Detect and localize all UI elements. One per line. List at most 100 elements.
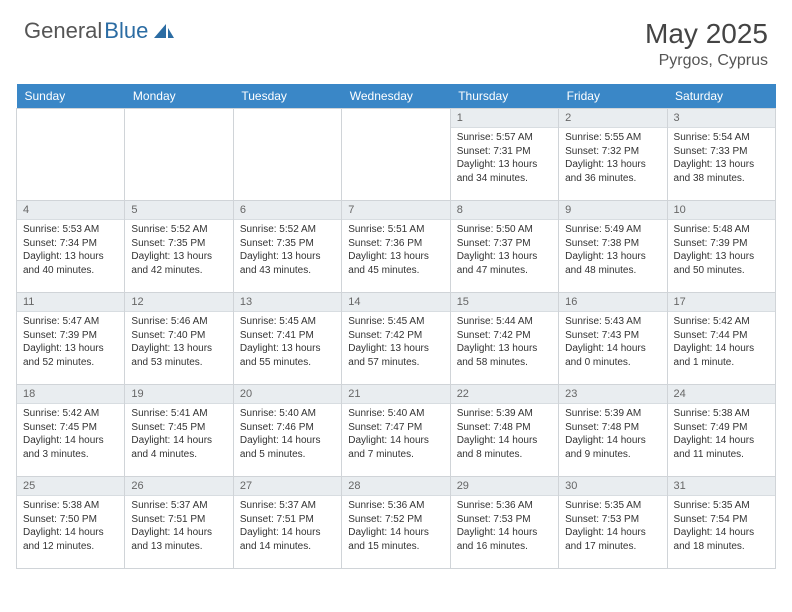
brand-text-1: General — [24, 18, 102, 44]
sunrise-text: Sunrise: 5:42 AM — [674, 315, 769, 329]
sunset-text: Sunset: 7:39 PM — [23, 329, 118, 343]
calendar-day-cell: 24Sunrise: 5:38 AMSunset: 7:49 PMDayligh… — [667, 385, 775, 477]
calendar-day-cell: 29Sunrise: 5:36 AMSunset: 7:53 PMDayligh… — [450, 477, 558, 569]
daylight-text: Daylight: 14 hours and 15 minutes. — [348, 526, 443, 553]
sunrise-text: Sunrise: 5:48 AM — [674, 223, 769, 237]
day-details: Sunrise: 5:37 AMSunset: 7:51 PMDaylight:… — [234, 496, 341, 557]
sunrise-text: Sunrise: 5:40 AM — [240, 407, 335, 421]
sunrise-text: Sunrise: 5:39 AM — [565, 407, 660, 421]
calendar-day-cell: 20Sunrise: 5:40 AMSunset: 7:46 PMDayligh… — [233, 385, 341, 477]
day-details: Sunrise: 5:52 AMSunset: 7:35 PMDaylight:… — [125, 220, 232, 281]
calendar-day-cell: 4Sunrise: 5:53 AMSunset: 7:34 PMDaylight… — [17, 201, 125, 293]
brand-text-2: Blue — [104, 18, 148, 44]
day-number: 26 — [125, 477, 232, 496]
sunrise-text: Sunrise: 5:35 AM — [565, 499, 660, 513]
day-number: 14 — [342, 293, 449, 312]
sunset-text: Sunset: 7:34 PM — [23, 237, 118, 251]
location-label: Pyrgos, Cyprus — [645, 52, 768, 70]
calendar-day-cell: 23Sunrise: 5:39 AMSunset: 7:48 PMDayligh… — [559, 385, 667, 477]
sunset-text: Sunset: 7:53 PM — [457, 513, 552, 527]
calendar-body: 1Sunrise: 5:57 AMSunset: 7:31 PMDaylight… — [17, 109, 776, 569]
day-details: Sunrise: 5:37 AMSunset: 7:51 PMDaylight:… — [125, 496, 232, 557]
daylight-text: Daylight: 13 hours and 43 minutes. — [240, 250, 335, 277]
day-number: 28 — [342, 477, 449, 496]
daylight-text: Daylight: 13 hours and 45 minutes. — [348, 250, 443, 277]
daylight-text: Daylight: 14 hours and 1 minute. — [674, 342, 769, 369]
calendar-day-cell: 17 Sunrise: 5:42 AMSunset: 7:44 PMDayligh… — [667, 293, 775, 385]
daylight-text: Daylight: 14 hours and 12 minutes. — [23, 526, 118, 553]
daylight-text: Daylight: 13 hours and 34 minutes. — [457, 158, 552, 185]
sunset-text: Sunset: 7:35 PM — [240, 237, 335, 251]
sunset-text: Sunset: 7:39 PM — [674, 237, 769, 251]
month-title: May 2025 — [645, 18, 768, 50]
day-number: 22 — [451, 385, 558, 404]
calendar-week-row: 11Sunrise: 5:47 AMSunset: 7:39 PMDayligh… — [17, 293, 776, 385]
sunrise-text: Sunrise: 5:35 AM — [674, 499, 769, 513]
calendar-day-cell — [17, 109, 125, 201]
weekday-header: Wednesday — [342, 84, 450, 109]
day-details: Sunrise: 5:51 AMSunset: 7:36 PMDaylight:… — [342, 220, 449, 281]
day-number: 25 — [17, 477, 124, 496]
day-details: Sunrise: 5:44 AMSunset: 7:42 PMDaylight:… — [451, 312, 558, 373]
brand-logo: General Blue — [24, 18, 176, 44]
sunset-text: Sunset: 7:51 PM — [240, 513, 335, 527]
day-details: Sunrise: 5:38 AMSunset: 7:50 PMDaylight:… — [17, 496, 124, 557]
sunrise-text: Sunrise: 5:47 AM — [23, 315, 118, 329]
daylight-text: Daylight: 14 hours and 5 minutes. — [240, 434, 335, 461]
sunrise-text: Sunrise: 5:50 AM — [457, 223, 552, 237]
calendar-day-cell — [342, 109, 450, 201]
calendar-day-cell: 30Sunrise: 5:35 AMSunset: 7:53 PMDayligh… — [559, 477, 667, 569]
calendar-day-cell: 5Sunrise: 5:52 AMSunset: 7:35 PMDaylight… — [125, 201, 233, 293]
day-details: Sunrise: 5:50 AMSunset: 7:37 PMDaylight:… — [451, 220, 558, 281]
calendar-day-cell: 12Sunrise: 5:46 AMSunset: 7:40 PMDayligh… — [125, 293, 233, 385]
sunrise-text: Sunrise: 5:49 AM — [565, 223, 660, 237]
daylight-text: Daylight: 13 hours and 48 minutes. — [565, 250, 660, 277]
sunset-text: Sunset: 7:36 PM — [348, 237, 443, 251]
sunset-text: Sunset: 7:48 PM — [457, 421, 552, 435]
daylight-text: Daylight: 13 hours and 52 minutes. — [23, 342, 118, 369]
day-number: 2 — [559, 109, 666, 128]
daylight-text: Daylight: 13 hours and 55 minutes. — [240, 342, 335, 369]
day-number: 3 — [668, 109, 775, 128]
day-number: 8 — [451, 201, 558, 220]
daylight-text: Daylight: 13 hours and 47 minutes. — [457, 250, 552, 277]
sunset-text: Sunset: 7:46 PM — [240, 421, 335, 435]
calendar-day-cell: 28Sunrise: 5:36 AMSunset: 7:52 PMDayligh… — [342, 477, 450, 569]
day-number: 10 — [668, 201, 775, 220]
daylight-text: Daylight: 14 hours and 3 minutes. — [23, 434, 118, 461]
day-details: Sunrise: 5:40 AMSunset: 7:47 PMDaylight:… — [342, 404, 449, 465]
day-number: 12 — [125, 293, 232, 312]
calendar-day-cell: 10Sunrise: 5:48 AMSunset: 7:39 PMDayligh… — [667, 201, 775, 293]
sunset-text: Sunset: 7:47 PM — [348, 421, 443, 435]
day-number: 21 — [342, 385, 449, 404]
day-details: Sunrise: 5:42 AMSunset: 7:45 PMDaylight:… — [17, 404, 124, 465]
calendar-week-row: 1Sunrise: 5:57 AMSunset: 7:31 PMDaylight… — [17, 109, 776, 201]
sunrise-text: Sunrise: 5:41 AM — [131, 407, 226, 421]
calendar-week-row: 4Sunrise: 5:53 AMSunset: 7:34 PMDaylight… — [17, 201, 776, 293]
daylight-text: Daylight: 13 hours and 57 minutes. — [348, 342, 443, 369]
sunrise-text: Sunrise: 5:45 AM — [240, 315, 335, 329]
title-block: May 2025 Pyrgos, Cyprus — [645, 18, 768, 70]
sunset-text: Sunset: 7:45 PM — [131, 421, 226, 435]
daylight-text: Daylight: 13 hours and 58 minutes. — [457, 342, 552, 369]
weekday-header: Friday — [559, 84, 667, 109]
calendar-day-cell: 13Sunrise: 5:45 AMSunset: 7:41 PMDayligh… — [233, 293, 341, 385]
sunset-text: Sunset: 7:44 PM — [674, 329, 769, 343]
day-details: Sunrise: 5:48 AMSunset: 7:39 PMDaylight:… — [668, 220, 775, 281]
day-number: 17 — [668, 293, 775, 312]
sunset-text: Sunset: 7:33 PM — [674, 145, 769, 159]
sunset-text: Sunset: 7:31 PM — [457, 145, 552, 159]
daylight-text: Daylight: 14 hours and 8 minutes. — [457, 434, 552, 461]
daylight-text: Daylight: 13 hours and 50 minutes. — [674, 250, 769, 277]
sunset-text: Sunset: 7:52 PM — [348, 513, 443, 527]
calendar-day-cell: 8Sunrise: 5:50 AMSunset: 7:37 PMDaylight… — [450, 201, 558, 293]
day-number: 24 — [668, 385, 775, 404]
day-number: 4 — [17, 201, 124, 220]
day-details: Sunrise: 5:46 AMSunset: 7:40 PMDaylight:… — [125, 312, 232, 373]
calendar-day-cell: 2Sunrise: 5:55 AMSunset: 7:32 PMDaylight… — [559, 109, 667, 201]
day-details: Sunrise: 5:45 AMSunset: 7:41 PMDaylight:… — [234, 312, 341, 373]
sunset-text: Sunset: 7:37 PM — [457, 237, 552, 251]
calendar-day-cell: 15Sunrise: 5:44 AMSunset: 7:42 PMDayligh… — [450, 293, 558, 385]
daylight-text: Daylight: 14 hours and 16 minutes. — [457, 526, 552, 553]
sunset-text: Sunset: 7:53 PM — [565, 513, 660, 527]
